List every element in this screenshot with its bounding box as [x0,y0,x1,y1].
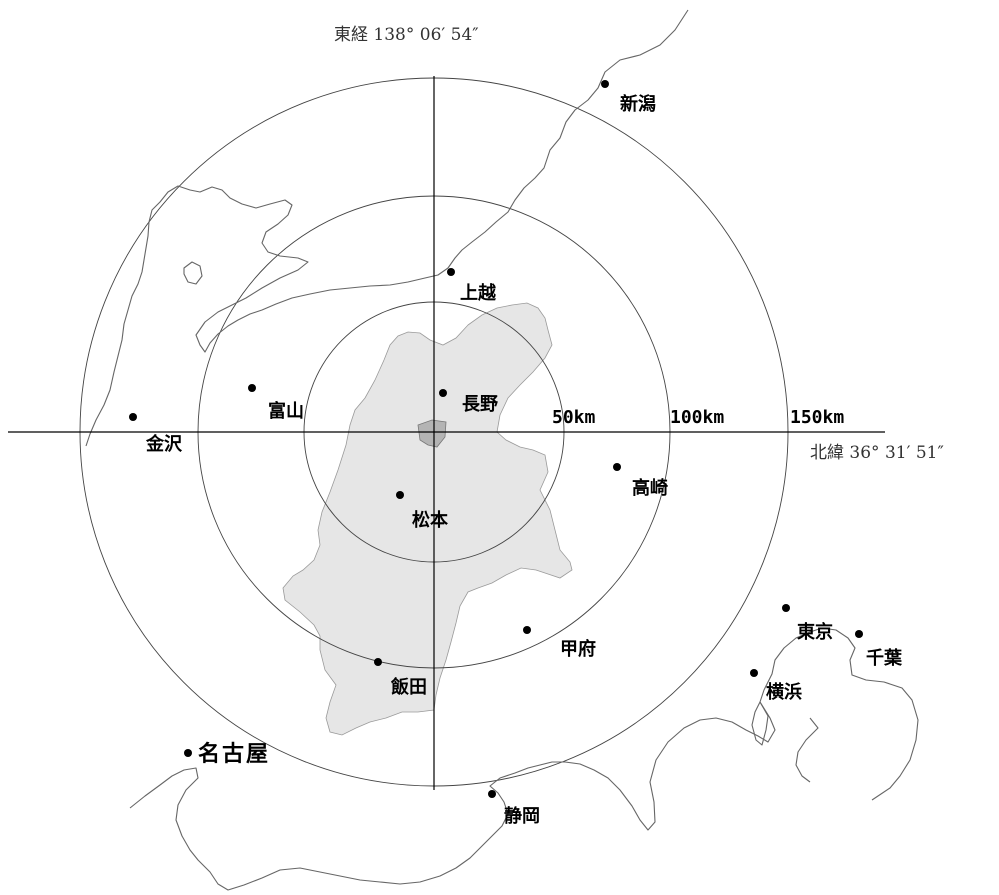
city-yokohama: 横浜 [750,669,802,703]
city-nagano: 長野 [439,389,498,415]
city-shizuoka: 静岡 [488,790,540,827]
city-label: 千葉 [866,648,903,669]
city-dot [374,658,382,666]
longitude-label: 東経 138° 06′ 54″ [334,25,479,45]
coastline-tokyo-bay [795,717,819,783]
city-label: 上越 [460,282,497,304]
city-dot [601,80,609,88]
city-dot [248,384,256,392]
city-dot [855,630,863,638]
city-tokyo: 東京 [782,604,833,643]
city-label: 高崎 [632,477,668,499]
city-label: 新潟 [620,93,656,115]
city-dot [523,626,531,634]
coastline-sea-of-japan [85,9,689,447]
city-dot [184,749,192,757]
city-label: 長野 [462,394,498,415]
coastline-izu [751,701,769,746]
city-dot [396,491,404,499]
city-joetsu: 上越 [447,268,497,304]
city-label: 飯田 [390,676,427,698]
city-toyama: 富山 [248,384,304,422]
latitude-label: 北緯 36° 31′ 51″ [810,443,944,463]
city-label: 松本 [412,509,448,531]
city-label: 富山 [268,400,304,422]
city-kanazawa: 金沢 [129,413,183,455]
city-dot [439,389,447,397]
city-niigata: 新潟 [601,80,656,115]
city-label: 甲府 [560,638,596,660]
city-takasaki: 高崎 [613,463,668,499]
city-dot [488,790,496,798]
coastline-pacific [129,627,919,891]
city-dot [782,604,790,612]
city-kofu: 甲府 [523,626,596,660]
city-matsumoto: 松本 [396,491,448,531]
city-nagoya: 名古屋 [184,741,270,767]
nagano-prefecture-region [282,302,573,736]
city-dot [129,413,137,421]
city-chiba: 千葉 [855,630,903,669]
ring-label-100km: 100km [670,407,724,428]
city-iida: 飯田 [374,658,427,698]
city-label: 東京 [797,621,833,643]
ring-label-50km: 50km [552,407,596,428]
city-dot [613,463,621,471]
city-label: 静岡 [504,805,540,827]
city-label: 金沢 [145,433,183,455]
city-label: 名古屋 [198,741,270,767]
city-dot [750,669,758,677]
city-dot [447,268,455,276]
coastline-noto-bay [183,261,203,285]
city-label: 横浜 [766,681,802,703]
ring-label-150km: 150km [790,407,844,428]
